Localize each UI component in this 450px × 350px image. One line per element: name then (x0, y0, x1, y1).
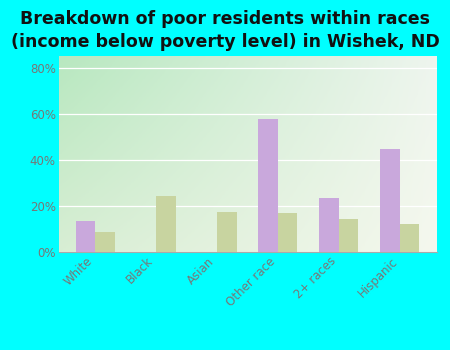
Bar (278, 213, 297, 252)
Bar (95, 232, 115, 252)
Bar (76, 221, 95, 252)
Bar (339, 218, 359, 252)
Bar (217, 212, 237, 252)
Text: Breakdown of poor residents within races
(income below poverty level) in Wishek,: Breakdown of poor residents within races… (11, 10, 439, 51)
Bar (380, 149, 400, 252)
Bar (320, 198, 339, 252)
Bar (156, 196, 176, 252)
Bar (400, 224, 419, 252)
Bar (258, 119, 278, 252)
